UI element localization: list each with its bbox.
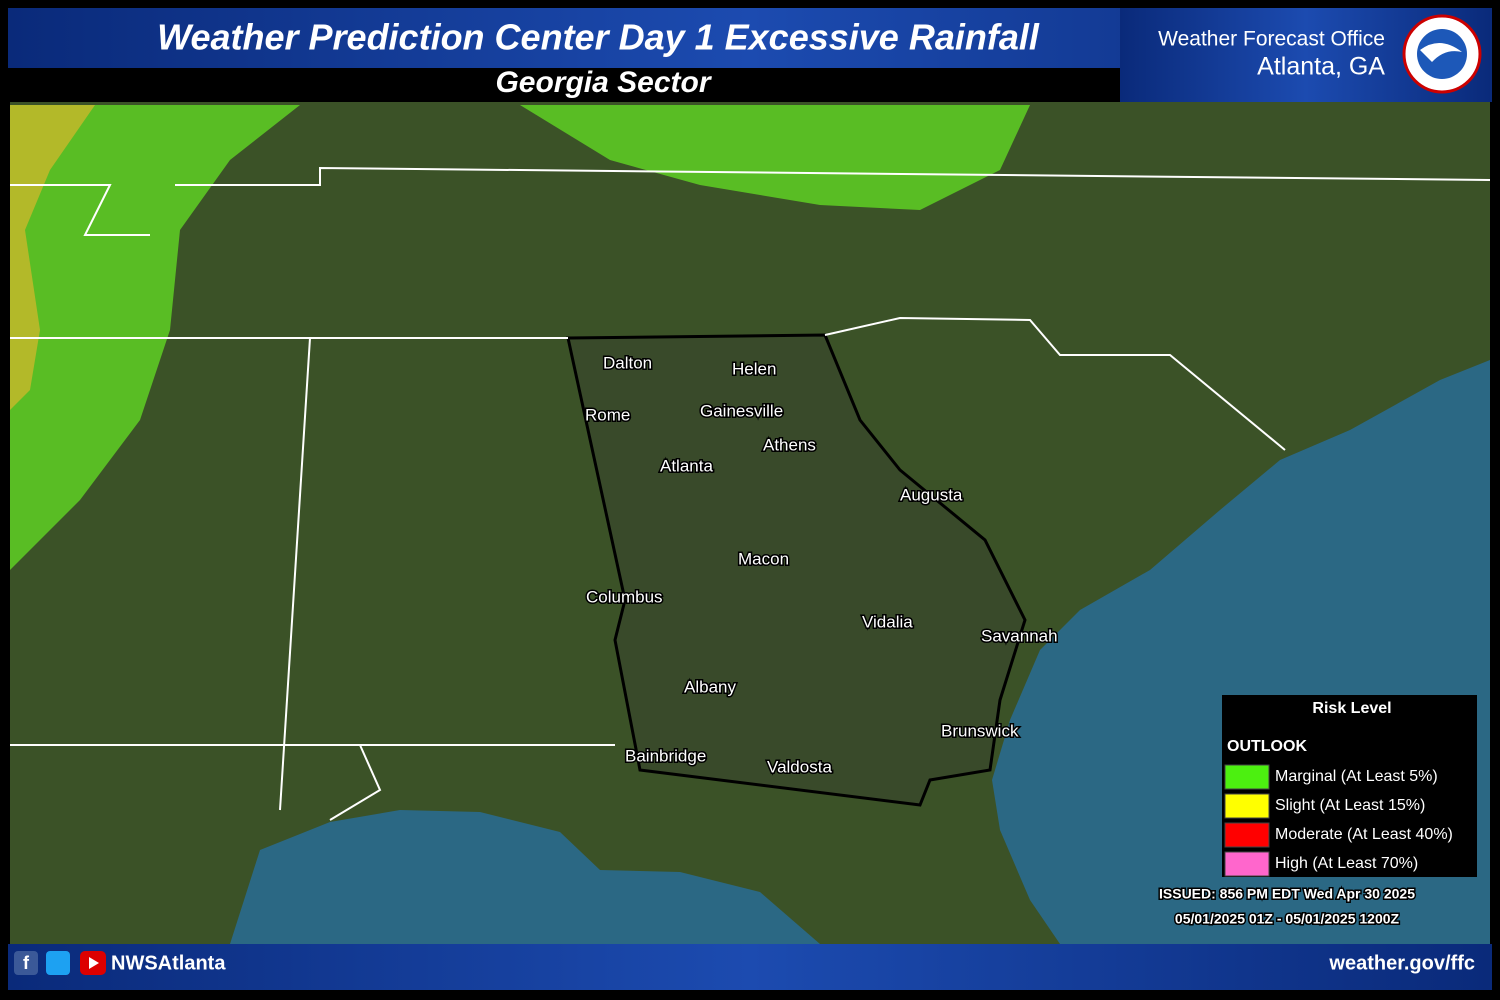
map [10, 102, 1491, 944]
city-labels: Dalton Helen Rome Gainesville Athens Atl… [584, 352, 1060, 778]
city: Atlanta [660, 456, 713, 475]
city: Brunswick [941, 721, 1019, 740]
legend-swatch [1224, 793, 1270, 819]
issued: ISSUED: 856 PM EDT Wed Apr 30 2025 [1159, 886, 1415, 902]
footer-url: weather.gov/ffc [1328, 952, 1475, 974]
legend-swatch [1224, 822, 1270, 848]
legend-swatch [1224, 764, 1270, 790]
city: Columbus [586, 587, 663, 606]
legend-label: Marginal (At Least 5%) [1275, 768, 1438, 785]
georgia-outline [566, 333, 1027, 807]
city: Bainbridge [625, 746, 706, 765]
social-icons: f [14, 951, 106, 975]
legend-label: Moderate (At Least 40%) [1275, 826, 1453, 843]
legend-label: Slight (At Least 15%) [1275, 797, 1425, 814]
svg-text:f: f [23, 953, 30, 973]
city: Valdosta [767, 757, 832, 776]
city: Albany [684, 677, 736, 696]
legend-section: OUTLOOK [1227, 738, 1307, 755]
city: Rome [585, 405, 630, 424]
office: Weather Forecast Office [1158, 28, 1385, 51]
footer-bar [8, 944, 1492, 990]
legend: Risk Level OUTLOOK Marginal (At Least 5%… [1222, 695, 1477, 877]
city: Vidalia [862, 612, 913, 631]
title: Weather Prediction Center Day 1 Excessiv… [157, 17, 1040, 58]
city: Athens [763, 435, 816, 454]
legend-title: Risk Level [1312, 700, 1391, 717]
valid-time: 05/01/2025 01Z - 05/01/2025 1200Z [1175, 911, 1400, 927]
city: Dalton [603, 353, 652, 372]
legend-swatch [1224, 851, 1270, 877]
city: Augusta [900, 485, 963, 504]
social-handle: NWSAtlanta [111, 952, 226, 974]
legend-label: High (At Least 70%) [1275, 855, 1418, 872]
location: Atlanta, GA [1257, 53, 1385, 81]
city: Helen [732, 359, 776, 378]
city: Macon [738, 549, 789, 568]
city: Savannah [981, 626, 1058, 645]
subtitle: Georgia Sector [495, 66, 712, 99]
nws-logo [1402, 14, 1482, 94]
city: Gainesville [700, 401, 783, 420]
